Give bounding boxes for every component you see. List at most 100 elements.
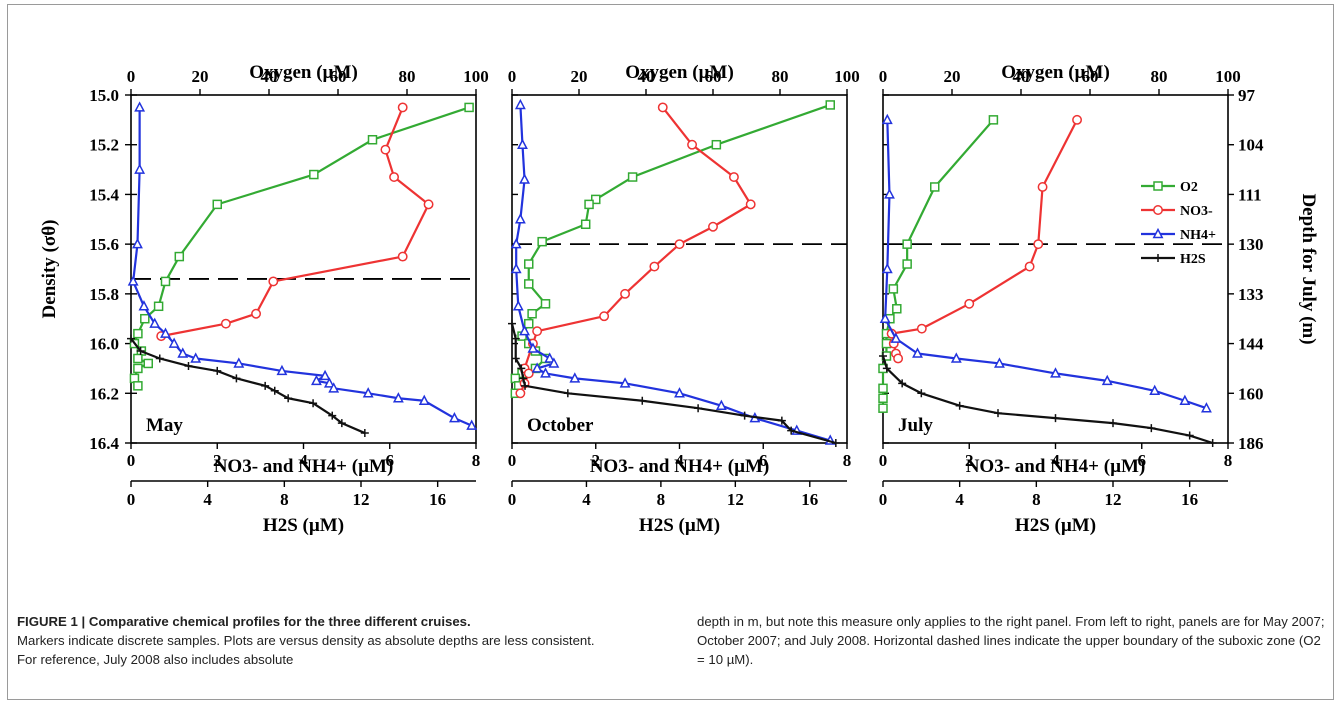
series-nh4-marker	[890, 332, 902, 343]
series-nh4-marker	[548, 357, 560, 368]
series-no3-line	[519, 106, 752, 394]
series-nh4-marker	[544, 352, 556, 363]
series-no3-marker	[1024, 261, 1035, 272]
series-o2-marker	[212, 199, 222, 210]
series-no3-marker	[708, 221, 718, 232]
series-nh4-marker	[392, 392, 404, 403]
oxygen-tick-label: 80	[1151, 67, 1168, 86]
series-h2s-marker	[740, 411, 749, 420]
legend-label: NH4+	[1180, 228, 1216, 243]
n-tick-label: 4	[299, 451, 308, 470]
h2s-tick-label: 8	[1032, 490, 1041, 509]
series-no3-marker	[532, 326, 543, 337]
series-no3-marker	[674, 239, 685, 250]
h2s-tick-label: 8	[657, 490, 666, 509]
series-o2-marker	[892, 304, 902, 314]
series-nh4-marker	[531, 362, 543, 373]
panel-label: October	[527, 415, 594, 436]
series-h2s-marker	[136, 347, 145, 356]
caption-body-right: depth in m, but note this measure only a…	[697, 614, 1325, 667]
n-tick-label: 8	[1224, 451, 1233, 470]
series-no3-marker	[389, 172, 400, 182]
series-nh4-marker	[276, 364, 288, 376]
series-nh4-marker	[134, 163, 146, 174]
series-no3-marker	[964, 298, 975, 309]
series-nh4-marker	[1050, 367, 1061, 378]
series-h2s-marker	[127, 334, 135, 343]
h2s-tick-label: 0	[508, 490, 517, 509]
series-o2-marker	[524, 279, 534, 289]
density-tick-label: 15.4	[89, 185, 119, 204]
series-h2s-marker	[638, 396, 647, 405]
legend-item-h2s: H2S	[1141, 252, 1206, 267]
series-no3-marker	[1037, 182, 1048, 192]
series-group-october	[508, 98, 840, 447]
oxygen-tick-label: 40	[261, 67, 278, 86]
density-tick-label: 15.2	[89, 136, 119, 155]
depth-axis-title: Depth for July (m)	[1298, 193, 1319, 344]
oxygen-tick-label: 80	[772, 67, 789, 86]
series-no3-marker	[745, 199, 756, 210]
series-no3-marker	[523, 368, 534, 379]
series-h2s-marker	[898, 379, 907, 388]
series-no3-marker	[893, 353, 904, 364]
series-o2-marker	[133, 353, 143, 364]
series-nh4-marker	[519, 325, 531, 336]
h2s-tick-label: 12	[727, 490, 744, 509]
series-o2-line	[133, 106, 470, 387]
series-o2-marker	[160, 276, 171, 287]
h2s-tick-label: 16	[1181, 490, 1198, 509]
legend-label: NO3-	[1180, 204, 1213, 219]
legend-marker	[1153, 205, 1163, 215]
h2s-tick-label: 4	[582, 490, 591, 509]
density-tick-label: 15.6	[89, 235, 119, 254]
depth-tick-label: 186	[1238, 434, 1264, 453]
series-h2s-marker	[328, 411, 337, 420]
legend-item-nh4: NH4+	[1141, 227, 1216, 243]
series-nh4-line	[515, 104, 831, 442]
series-no3-marker	[599, 311, 610, 322]
depth-tick-label: 133	[1238, 285, 1264, 304]
oxygen-axis-title: Oxygen (µM)	[1001, 62, 1110, 83]
h2s-axis-title: H2S (µM)	[639, 515, 720, 536]
series-nh4-marker	[993, 357, 1005, 368]
series-h2s-marker	[511, 334, 520, 343]
series-o2-marker	[527, 308, 537, 319]
series-h2s-marker	[563, 389, 572, 398]
series-nh4-line	[132, 107, 473, 427]
series-no3-marker	[728, 172, 739, 182]
series-nh4-marker	[510, 262, 522, 274]
series-o2-marker	[133, 363, 143, 374]
series-h2s-marker	[337, 419, 346, 428]
h2s-tick-label: 16	[429, 490, 446, 509]
n-tick-label: 0	[879, 451, 888, 470]
legend-item-no3: NO3-	[1141, 204, 1213, 219]
series-h2s-marker	[994, 409, 1002, 418]
series-nh4-marker	[168, 337, 180, 348]
series-o2-marker	[133, 328, 143, 339]
series-no3-marker	[916, 323, 927, 334]
n-tick-label: 8	[472, 451, 481, 470]
series-nh4-marker	[1149, 384, 1161, 396]
series-nh4-marker	[519, 173, 531, 184]
series-h2s-marker	[879, 352, 887, 360]
series-nh4-marker	[138, 300, 150, 311]
series-nh4-marker	[1101, 374, 1113, 386]
density-tick-label: 16.0	[89, 335, 119, 354]
series-h2s-marker	[777, 416, 786, 425]
series-no3-marker	[1033, 239, 1044, 250]
h2s-tick-label: 12	[353, 490, 370, 509]
n-tick-label: 6	[1138, 451, 1147, 470]
h2s-axis-title: H2S (µM)	[263, 515, 344, 536]
series-o2-marker	[367, 134, 378, 145]
series-o2-marker	[888, 284, 899, 294]
series-h2s-marker	[508, 319, 516, 328]
oxygen-tick-label: 60	[330, 67, 347, 86]
series-o2-marker	[930, 182, 940, 192]
legend-marker	[1152, 227, 1164, 239]
panel-label: July	[898, 415, 933, 436]
caption-body-left: Markers indicate discrete samples. Plots…	[17, 633, 595, 667]
